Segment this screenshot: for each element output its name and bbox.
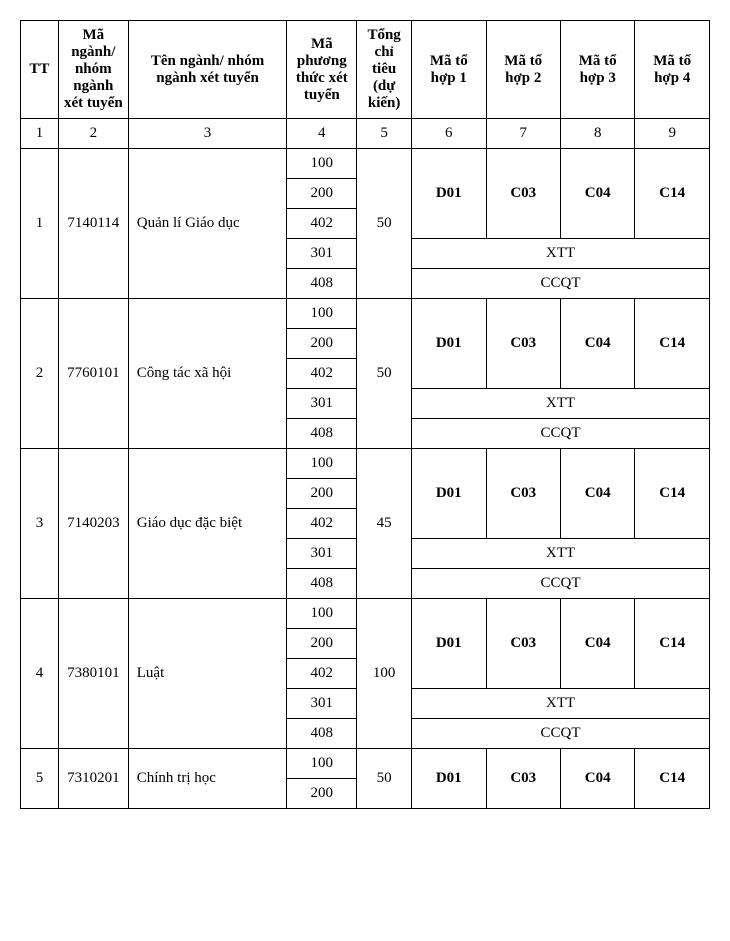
cell-combo: D01 xyxy=(412,599,486,689)
cell-combo: C04 xyxy=(560,149,634,239)
cell-ten: Giáo dục đặc biệt xyxy=(128,449,287,599)
cell-combo: C14 xyxy=(635,299,710,389)
cell-combo: C03 xyxy=(486,749,560,809)
cell-combo: C03 xyxy=(486,599,560,689)
cell-method: 100 xyxy=(287,149,357,179)
cell-combo: C14 xyxy=(635,449,710,539)
cell-method: 408 xyxy=(287,569,357,599)
cell-combo: C14 xyxy=(635,599,710,689)
cell-combo: C03 xyxy=(486,149,560,239)
cell-combo: C14 xyxy=(635,749,710,809)
colnum-9: 9 xyxy=(635,119,710,149)
cell-ten: Công tác xã hội xyxy=(128,299,287,449)
cell-combo: C14 xyxy=(635,149,710,239)
colnum-8: 8 xyxy=(560,119,634,149)
cell-method: 100 xyxy=(287,599,357,629)
cell-combo: C03 xyxy=(486,299,560,389)
cell-xtt: XTT xyxy=(412,389,710,419)
cell-combo: C04 xyxy=(560,599,634,689)
table-row: 57310201Chính trị học10050D01C03C04C14 xyxy=(21,749,710,779)
table-row: 47380101Luật100100D01C03C04C14 xyxy=(21,599,710,629)
cell-ct: 50 xyxy=(357,149,412,299)
cell-ct: 100 xyxy=(357,599,412,749)
cell-method: 402 xyxy=(287,359,357,389)
cell-method: 200 xyxy=(287,779,357,809)
cell-method: 301 xyxy=(287,539,357,569)
cell-method: 200 xyxy=(287,329,357,359)
cell-method: 402 xyxy=(287,209,357,239)
cell-combo: D01 xyxy=(412,449,486,539)
cell-combo: C03 xyxy=(486,449,560,539)
cell-ten: Quản lí Giáo dục xyxy=(128,149,287,299)
cell-combo: D01 xyxy=(412,149,486,239)
cell-xtt: XTT xyxy=(412,239,710,269)
cell-method: 301 xyxy=(287,239,357,269)
header-mth3: Mã tổ hợp 3 xyxy=(560,21,634,119)
cell-ct: 45 xyxy=(357,449,412,599)
table-header-row: TT Mã ngành/ nhóm ngành xét tuyển Tên ng… xyxy=(21,21,710,119)
cell-method: 200 xyxy=(287,629,357,659)
colnum-3: 3 xyxy=(128,119,287,149)
colnum-4: 4 xyxy=(287,119,357,149)
cell-ma: 7140114 xyxy=(58,149,128,299)
colnum-5: 5 xyxy=(357,119,412,149)
cell-tt: 5 xyxy=(21,749,59,809)
table-number-row: 1 2 3 4 5 6 7 8 9 xyxy=(21,119,710,149)
cell-combo: C04 xyxy=(560,749,634,809)
cell-ccqt: CCQT xyxy=(412,269,710,299)
table-row: 37140203Giáo dục đặc biệt10045D01C03C04C… xyxy=(21,449,710,479)
cell-combo: D01 xyxy=(412,299,486,389)
header-mth1: Mã tổ hợp 1 xyxy=(412,21,486,119)
header-mth2: Mã tổ hợp 2 xyxy=(486,21,560,119)
cell-ct: 50 xyxy=(357,299,412,449)
cell-method: 100 xyxy=(287,449,357,479)
cell-ccqt: CCQT xyxy=(412,419,710,449)
header-tt: TT xyxy=(21,21,59,119)
cell-method: 200 xyxy=(287,179,357,209)
colnum-1: 1 xyxy=(21,119,59,149)
cell-combo: D01 xyxy=(412,749,486,809)
cell-tt: 4 xyxy=(21,599,59,749)
header-ma-nganh: Mã ngành/ nhóm ngành xét tuyển xyxy=(58,21,128,119)
cell-ten: Luật xyxy=(128,599,287,749)
cell-ccqt: CCQT xyxy=(412,719,710,749)
cell-tt: 2 xyxy=(21,299,59,449)
cell-method: 100 xyxy=(287,299,357,329)
cell-tt: 3 xyxy=(21,449,59,599)
table-row: 17140114Quản lí Giáo dục10050D01C03C04C1… xyxy=(21,149,710,179)
cell-method: 408 xyxy=(287,269,357,299)
admission-table: TT Mã ngành/ nhóm ngành xét tuyển Tên ng… xyxy=(20,20,710,809)
cell-method: 301 xyxy=(287,689,357,719)
cell-ma: 7310201 xyxy=(58,749,128,809)
cell-tt: 1 xyxy=(21,149,59,299)
header-ten-nganh: Tên ngành/ nhóm ngành xét tuyển xyxy=(128,21,287,119)
cell-ten: Chính trị học xyxy=(128,749,287,809)
cell-ma: 7380101 xyxy=(58,599,128,749)
cell-ccqt: CCQT xyxy=(412,569,710,599)
cell-ma: 7140203 xyxy=(58,449,128,599)
cell-xtt: XTT xyxy=(412,539,710,569)
cell-method: 200 xyxy=(287,479,357,509)
cell-combo: C04 xyxy=(560,299,634,389)
header-ma-pt: Mã phương thức xét tuyển xyxy=(287,21,357,119)
cell-method: 100 xyxy=(287,749,357,779)
header-tong-ct: Tổng chỉ tiêu (dự kiến) xyxy=(357,21,412,119)
cell-method: 408 xyxy=(287,419,357,449)
cell-ma: 7760101 xyxy=(58,299,128,449)
colnum-7: 7 xyxy=(486,119,560,149)
colnum-6: 6 xyxy=(412,119,486,149)
cell-combo: C04 xyxy=(560,449,634,539)
header-mth4: Mã tổ hợp 4 xyxy=(635,21,710,119)
cell-method: 402 xyxy=(287,509,357,539)
cell-xtt: XTT xyxy=(412,689,710,719)
cell-method: 408 xyxy=(287,719,357,749)
table-row: 27760101Công tác xã hội10050D01C03C04C14 xyxy=(21,299,710,329)
colnum-2: 2 xyxy=(58,119,128,149)
cell-method: 301 xyxy=(287,389,357,419)
cell-ct: 50 xyxy=(357,749,412,809)
cell-method: 402 xyxy=(287,659,357,689)
